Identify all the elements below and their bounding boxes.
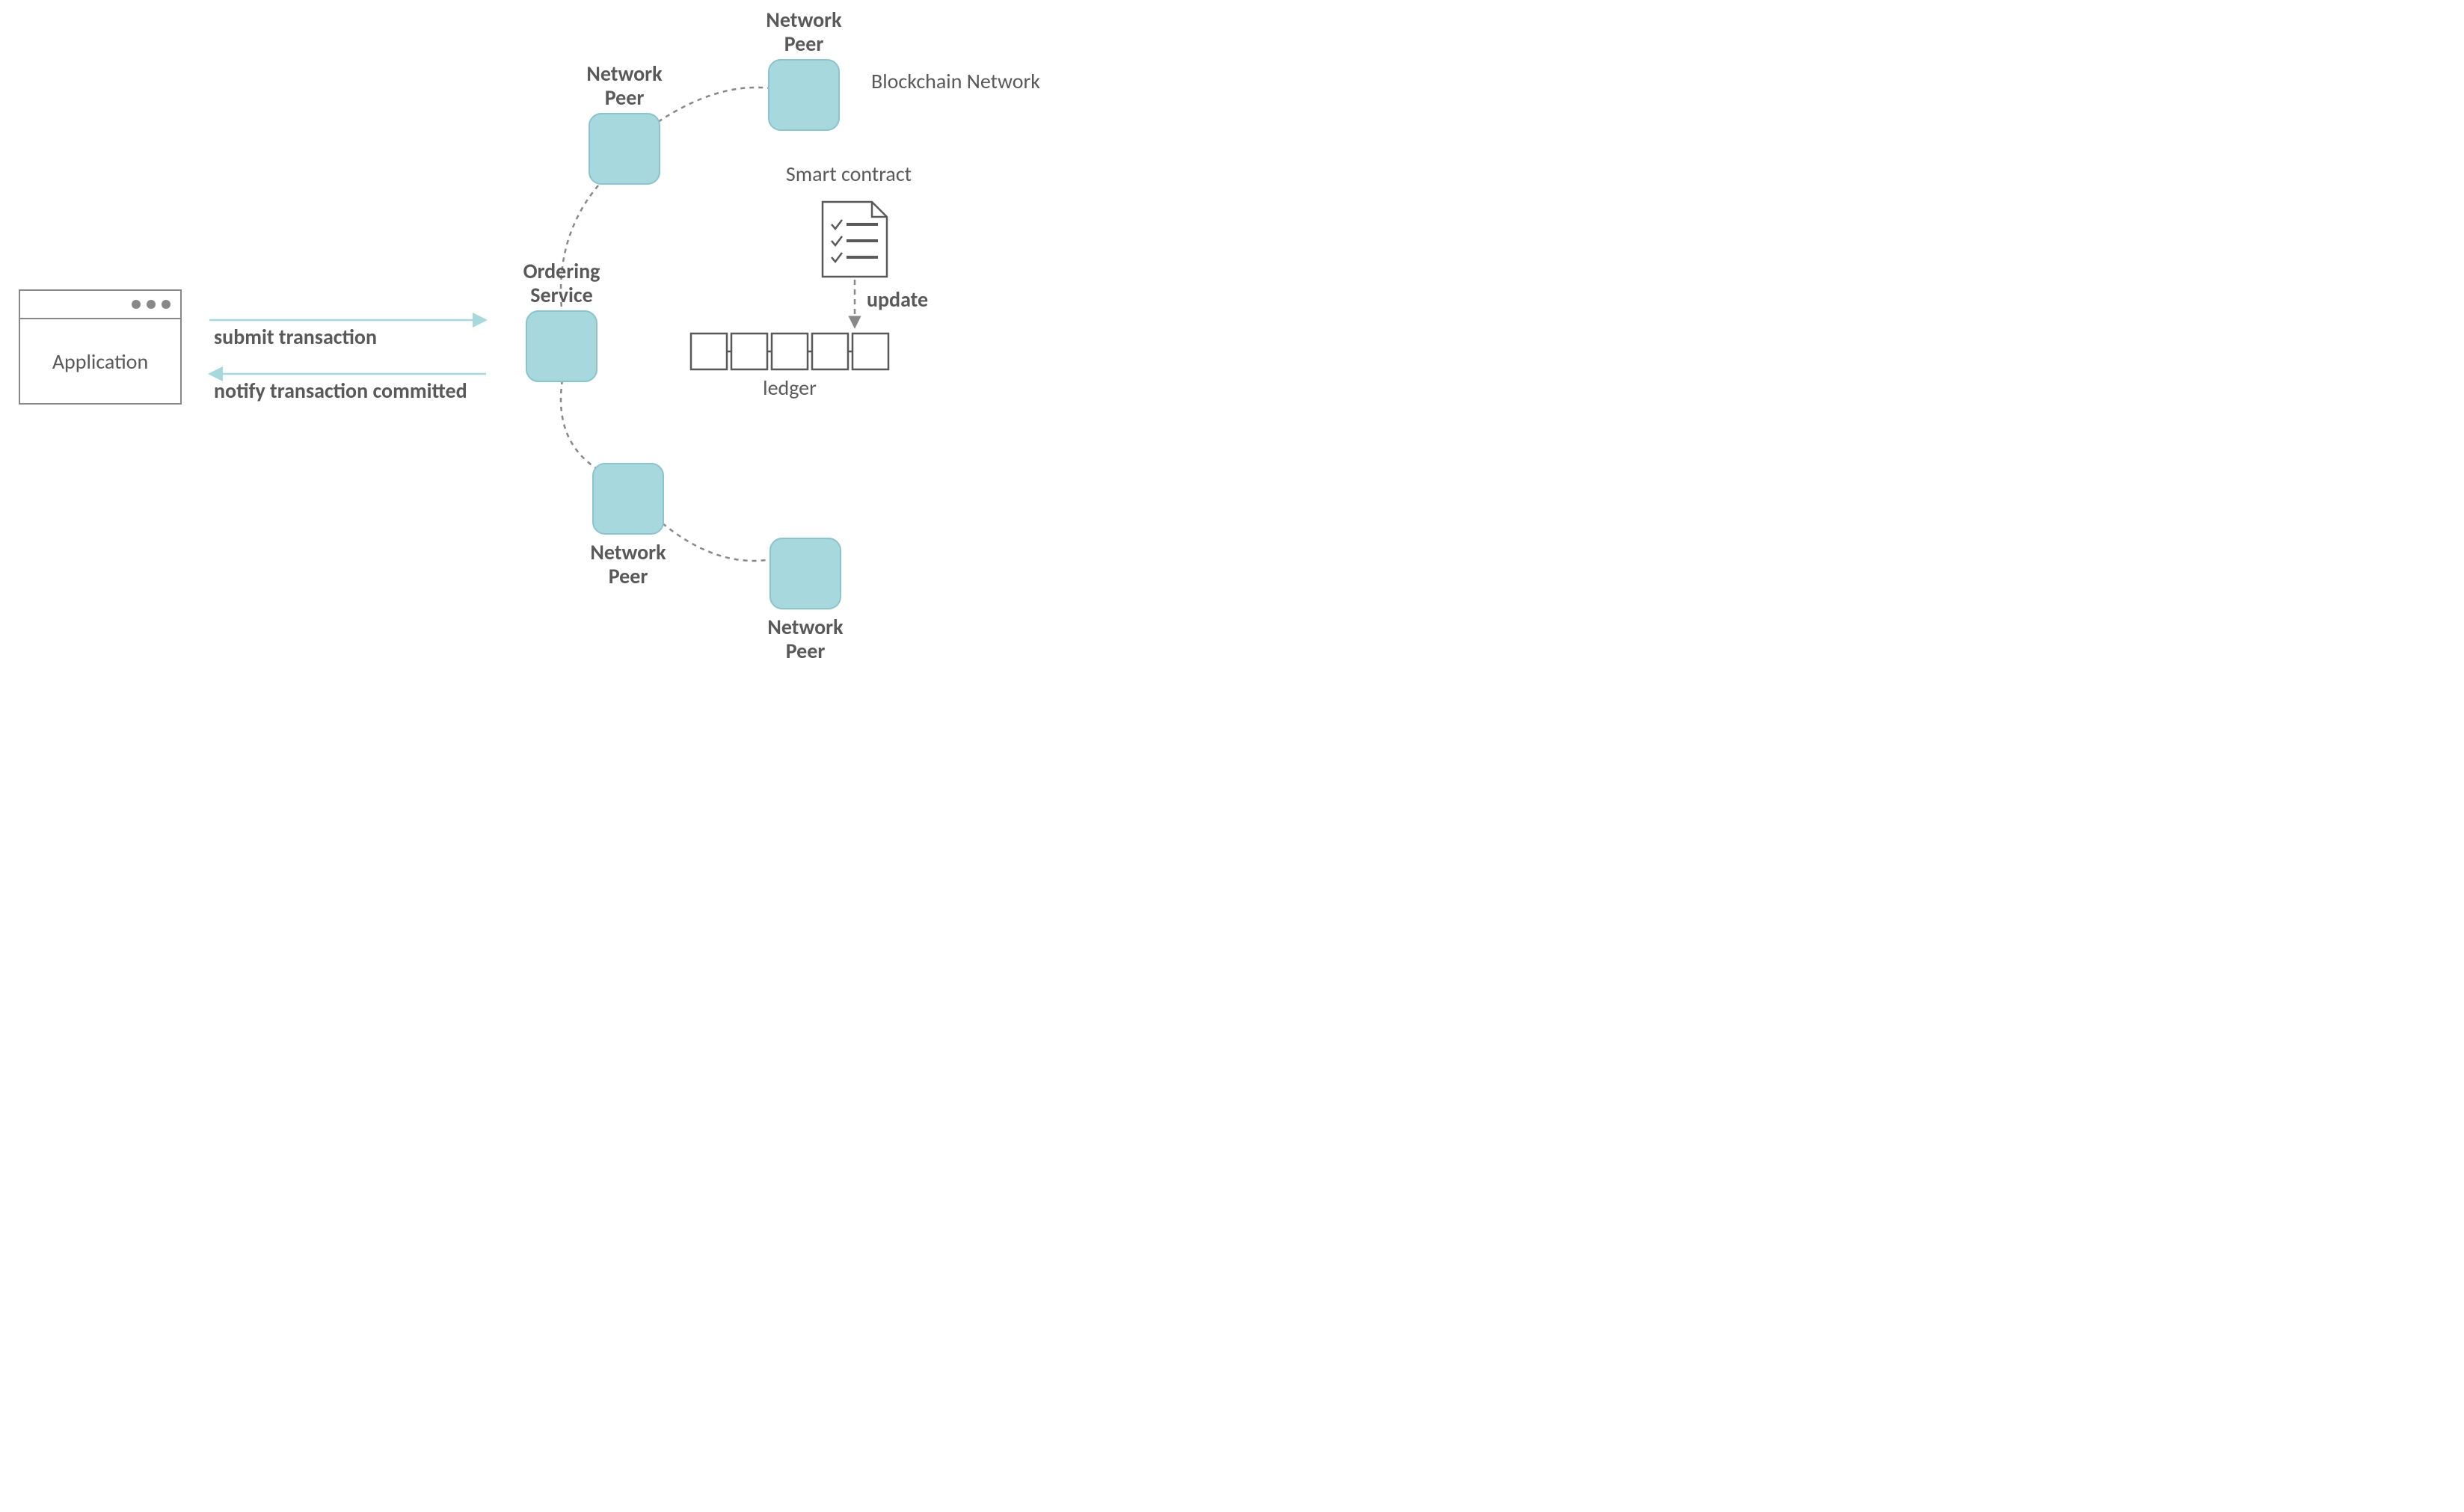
window-dot-icon (162, 300, 170, 309)
window-dot-icon (147, 300, 156, 309)
network-peer-0-label-2: Peer (605, 84, 645, 111)
arrow-notify: notify transaction committed (209, 374, 486, 404)
ledger: ledger (691, 334, 888, 401)
application-label: Application (52, 348, 148, 375)
arrow-submit-label: submit transaction (214, 324, 377, 350)
network-peer-0: NetworkPeer (586, 61, 663, 184)
window-dot-icon (132, 300, 141, 309)
application-box: Application (19, 290, 181, 404)
network-peer-1-label-1: Network (766, 7, 842, 33)
ordering-service-label-1: Ordering (523, 258, 600, 284)
ordering-service-node: OrderingService (523, 258, 600, 381)
network-peer-2: NetworkPeer (590, 464, 666, 589)
update-label: update (867, 286, 928, 313)
network-peer-3: NetworkPeer (767, 538, 844, 664)
ledger-block (812, 334, 848, 369)
network-peer-1: NetworkPeer (766, 7, 842, 130)
dashed-connection-3 (663, 523, 772, 561)
network-peer-0-label-1: Network (586, 61, 663, 87)
network-peer-2-label-2: Peer (609, 563, 648, 589)
arrow-notify-label: notify transaction committed (214, 378, 467, 404)
ordering-service-label-2: Service (530, 282, 592, 308)
ledger-block (731, 334, 767, 369)
arrow-submit: submit transaction (209, 320, 486, 350)
smart-contract-label: Smart contract (786, 161, 912, 187)
network-peer-3-label-1: Network (767, 614, 844, 640)
network-peer-3-label-2: Peer (786, 638, 826, 664)
blockchain-network-label: Blockchain Network (871, 68, 1040, 94)
dashed-connection-2 (561, 380, 598, 470)
network-peer-1-label-2: Peer (784, 31, 824, 57)
ledger-label: ledger (763, 375, 817, 401)
ledger-block (691, 334, 727, 369)
ledger-block (852, 334, 888, 369)
ledger-block (772, 334, 808, 369)
smart-contract-icon (823, 202, 887, 277)
dashed-connection-1 (658, 87, 770, 122)
network-peer-2-label-1: Network (590, 539, 666, 565)
